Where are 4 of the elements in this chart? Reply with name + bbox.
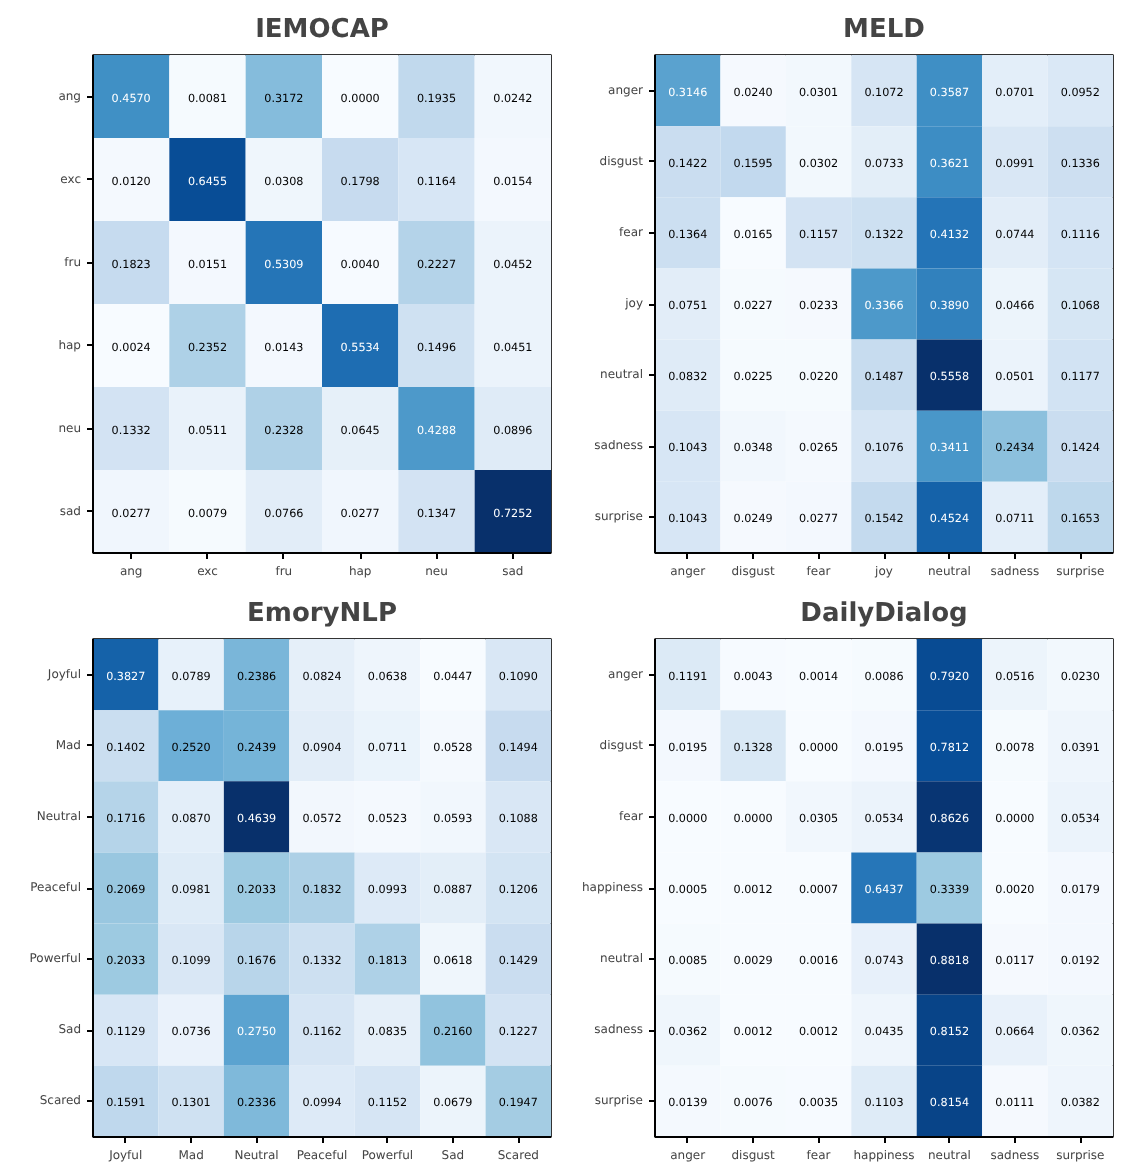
chart-title: DailyDialog [800, 599, 968, 629]
chart-title: EmoryNLP [247, 599, 397, 629]
chart-title: MELD [843, 15, 926, 45]
chart-title: IEMOCAP [255, 15, 389, 45]
